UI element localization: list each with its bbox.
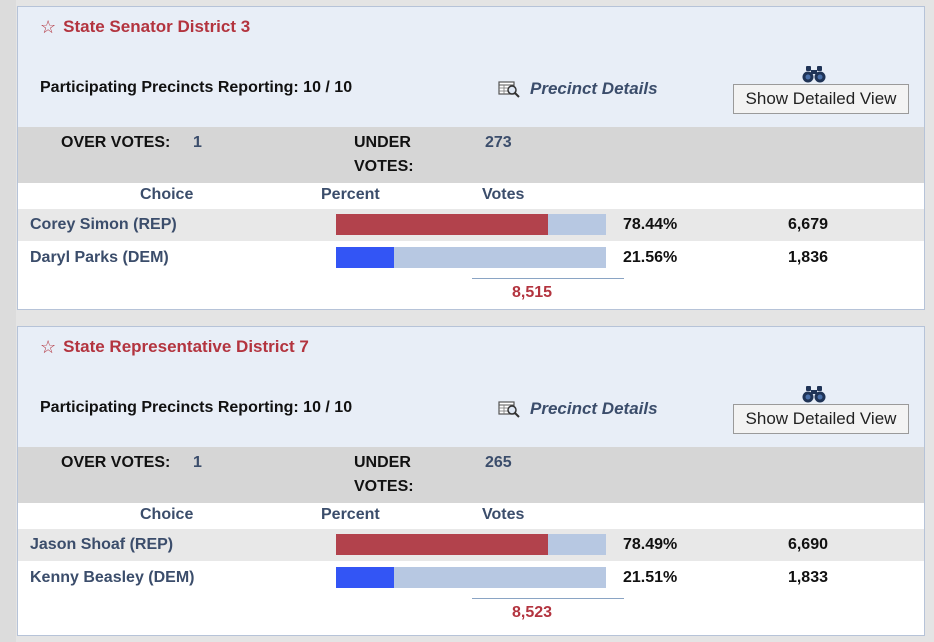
total-votes: 8,523: [511, 604, 553, 621]
candidate-votes: 1,836: [787, 249, 828, 266]
over-under-votes-bar: OVER VOTES: 1 UNDER VOTES: 273: [18, 127, 924, 183]
precincts-reporting: Participating Precincts Reporting: 10 / …: [40, 79, 352, 97]
candidate-row: Kenny Beasley (DEM) 21.51% 1,833: [18, 562, 924, 594]
star-outline-icon[interactable]: ☆: [40, 17, 57, 37]
contest-header: ☆ State Representative District 7 Partic…: [18, 327, 924, 447]
precinct-details-label: Precinct Details: [530, 399, 658, 418]
precincts-reporting-value: 10 / 10: [303, 399, 353, 416]
contest-title-text: State Senator District 3: [63, 17, 251, 36]
candidate-percent: 21.56%: [623, 249, 678, 266]
under-votes-label-line1: UNDER: [354, 134, 411, 151]
contest-card: ☆ State Senator District 3 Participating…: [17, 6, 925, 310]
percent-bar-fill: [336, 534, 548, 555]
total-divider: [472, 278, 624, 279]
show-detailed-view-button[interactable]: Show Detailed View: [733, 404, 909, 434]
candidate-row: Jason Shoaf (REP) 78.49% 6,690: [18, 529, 924, 561]
contest-title: ☆ State Representative District 7: [40, 337, 309, 357]
over-votes-value: 1: [193, 454, 202, 471]
over-votes-value: 1: [193, 134, 202, 151]
percent-bar-track: [336, 214, 606, 235]
under-votes-label-line2: VOTES:: [354, 158, 414, 175]
percent-bar-track: [336, 534, 606, 555]
star-outline-icon[interactable]: ☆: [40, 337, 57, 357]
percent-bar-fill: [336, 247, 395, 268]
magnifier-table-icon: [498, 81, 520, 98]
precinct-details-link[interactable]: Precinct Details: [498, 79, 658, 99]
show-detailed-view-button[interactable]: Show Detailed View: [733, 84, 909, 114]
percent-bar-fill: [336, 567, 395, 588]
magnifier-table-icon: [498, 401, 520, 418]
under-votes-value: 273: [485, 134, 512, 151]
contest-header: ☆ State Senator District 3 Participating…: [18, 7, 924, 127]
total-votes: 8,515: [511, 284, 553, 301]
candidate-name: Jason Shoaf (REP): [30, 536, 174, 553]
candidate-name: Corey Simon (REP): [30, 216, 177, 233]
binoculars-icon: [802, 66, 826, 83]
column-header-votes: Votes: [482, 186, 525, 203]
precincts-reporting-value: 10 / 10: [303, 79, 353, 96]
over-votes-label: OVER VOTES:: [61, 454, 171, 471]
precinct-details-link[interactable]: Precinct Details: [498, 399, 658, 419]
percent-bar-fill: [336, 214, 548, 235]
column-header-choice: Choice: [140, 186, 194, 203]
candidate-row: Corey Simon (REP) 78.44% 6,679: [18, 209, 924, 241]
percent-bar-track: [336, 567, 606, 588]
column-header-percent: Percent: [321, 186, 380, 203]
candidate-name: Daryl Parks (DEM): [30, 249, 169, 266]
candidate-votes: 6,679: [787, 216, 828, 233]
over-votes-label: OVER VOTES:: [61, 134, 171, 151]
precincts-reporting: Participating Precincts Reporting: 10 / …: [40, 399, 352, 417]
precincts-reporting-label: Participating Precincts Reporting:: [40, 399, 299, 416]
candidate-name: Kenny Beasley (DEM): [30, 569, 195, 586]
column-header-percent: Percent: [321, 506, 380, 523]
percent-bar-track: [336, 247, 606, 268]
contest-title: ☆ State Senator District 3: [40, 17, 250, 37]
candidate-percent: 78.49%: [623, 536, 678, 553]
left-scroll-strip: [0, 0, 16, 642]
candidate-votes: 6,690: [787, 536, 828, 553]
precincts-reporting-label: Participating Precincts Reporting:: [40, 79, 299, 96]
over-under-votes-bar: OVER VOTES: 1 UNDER VOTES: 265: [18, 447, 924, 503]
under-votes-label-line1: UNDER: [354, 454, 411, 471]
candidate-votes: 1,833: [787, 569, 828, 586]
candidate-percent: 21.51%: [623, 569, 678, 586]
total-divider: [472, 598, 624, 599]
column-header-choice: Choice: [140, 506, 194, 523]
precinct-details-label: Precinct Details: [530, 79, 658, 98]
candidate-percent: 78.44%: [623, 216, 678, 233]
contest-card: ☆ State Representative District 7 Partic…: [17, 326, 925, 636]
candidate-row: Daryl Parks (DEM) 21.56% 1,836: [18, 242, 924, 274]
column-header-votes: Votes: [482, 506, 525, 523]
under-votes-label-line2: VOTES:: [354, 478, 414, 495]
contest-title-text: State Representative District 7: [63, 337, 309, 356]
under-votes-value: 265: [485, 454, 512, 471]
binoculars-icon: [802, 386, 826, 403]
